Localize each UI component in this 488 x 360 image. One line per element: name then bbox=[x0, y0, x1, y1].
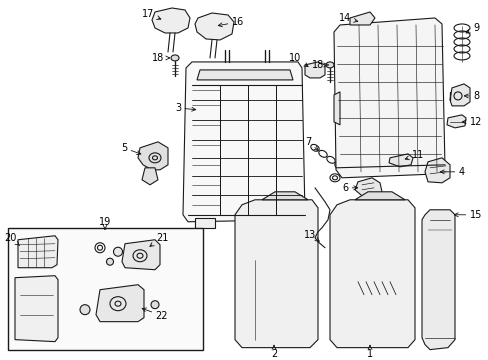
Text: 8: 8 bbox=[464, 91, 478, 101]
Polygon shape bbox=[333, 18, 444, 178]
Polygon shape bbox=[138, 142, 168, 170]
Text: 20: 20 bbox=[4, 233, 20, 245]
Polygon shape bbox=[183, 62, 305, 222]
Text: 15: 15 bbox=[453, 210, 481, 220]
Text: 17: 17 bbox=[142, 9, 161, 19]
Ellipse shape bbox=[80, 305, 90, 315]
Text: 3: 3 bbox=[175, 103, 195, 113]
Polygon shape bbox=[195, 13, 234, 40]
Polygon shape bbox=[446, 115, 465, 128]
Polygon shape bbox=[262, 192, 307, 200]
Ellipse shape bbox=[113, 247, 122, 256]
Text: 2: 2 bbox=[270, 346, 277, 359]
Text: 22: 22 bbox=[142, 308, 168, 321]
Text: 21: 21 bbox=[150, 233, 168, 246]
Polygon shape bbox=[18, 236, 58, 268]
Text: 6: 6 bbox=[341, 183, 357, 193]
Ellipse shape bbox=[151, 301, 159, 309]
Polygon shape bbox=[349, 12, 374, 25]
Polygon shape bbox=[142, 168, 158, 185]
Ellipse shape bbox=[325, 62, 333, 68]
Text: 5: 5 bbox=[121, 143, 141, 154]
Text: 16: 16 bbox=[218, 17, 244, 27]
Polygon shape bbox=[354, 192, 404, 200]
Polygon shape bbox=[333, 92, 339, 125]
Text: 7: 7 bbox=[304, 137, 318, 150]
Ellipse shape bbox=[106, 258, 113, 265]
Polygon shape bbox=[424, 158, 449, 183]
Text: 1: 1 bbox=[366, 346, 372, 359]
Text: 9: 9 bbox=[465, 23, 478, 33]
Polygon shape bbox=[421, 210, 454, 350]
Polygon shape bbox=[197, 70, 292, 80]
Polygon shape bbox=[96, 285, 143, 322]
Text: 18: 18 bbox=[152, 53, 169, 63]
Polygon shape bbox=[274, 218, 294, 228]
Text: 19: 19 bbox=[99, 217, 111, 230]
Text: 18: 18 bbox=[311, 60, 327, 70]
Text: 10: 10 bbox=[288, 53, 307, 67]
Text: 14: 14 bbox=[338, 13, 357, 23]
Polygon shape bbox=[195, 218, 215, 228]
Text: 11: 11 bbox=[405, 150, 423, 160]
Polygon shape bbox=[354, 178, 381, 197]
Polygon shape bbox=[329, 200, 414, 348]
Polygon shape bbox=[15, 276, 58, 342]
Ellipse shape bbox=[171, 55, 179, 61]
Polygon shape bbox=[235, 200, 317, 348]
Polygon shape bbox=[449, 84, 469, 106]
Polygon shape bbox=[122, 240, 160, 270]
Polygon shape bbox=[388, 154, 412, 167]
Bar bbox=[8, 228, 203, 350]
Polygon shape bbox=[305, 62, 325, 78]
Text: 4: 4 bbox=[439, 167, 464, 177]
Text: 13: 13 bbox=[303, 230, 319, 241]
Polygon shape bbox=[152, 8, 190, 33]
Text: 12: 12 bbox=[461, 117, 481, 127]
